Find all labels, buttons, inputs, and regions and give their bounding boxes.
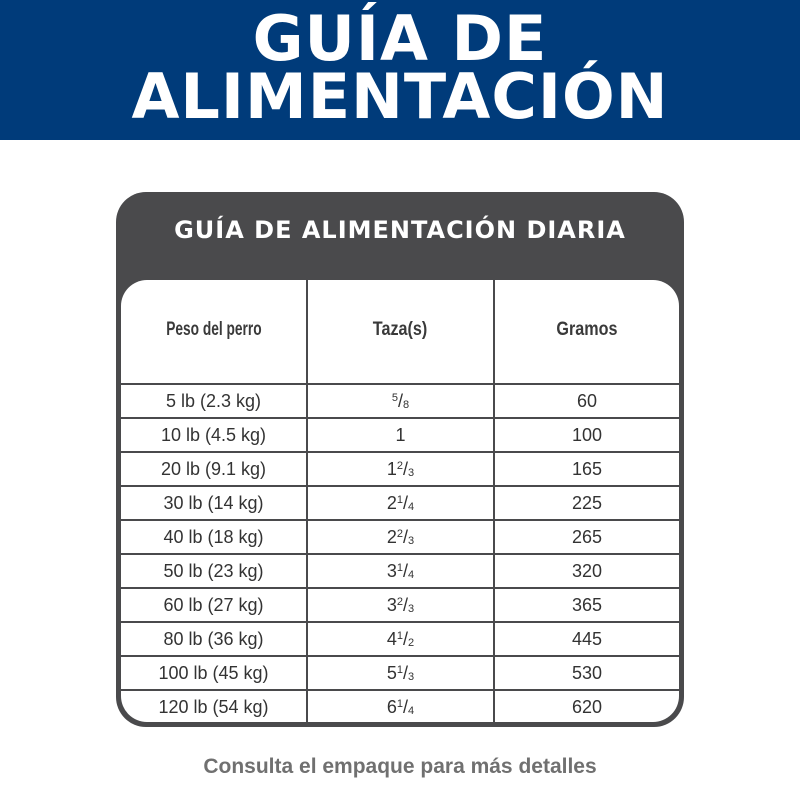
footer-note: Consulta el empaque para más detalles [203, 755, 597, 778]
cups-cell: 51/3 [306, 657, 493, 689]
cups-value: 51/3 [386, 662, 415, 683]
grams-cell: 225 [493, 487, 679, 519]
cups-whole: 3 [386, 560, 397, 581]
title-line-1: GUÍA DE [252, 2, 548, 75]
feeding-table: Peso del perro Taza(s) Gramos 5 lb (2.3 … [121, 280, 679, 722]
cups-value: 41/2 [386, 628, 415, 649]
table-row: 5 lb (2.3 kg) 5/8 60 [121, 383, 679, 417]
page-title: GUÍA DE ALIMENTACIÓN [0, 2, 800, 133]
cups-value: 5/8 [391, 390, 410, 411]
cups-whole: 3 [386, 594, 397, 615]
cups-numerator: 2 [396, 527, 403, 540]
cups-denominator: 4 [408, 568, 415, 581]
table-row: 80 lb (36 kg) 41/2 445 [121, 621, 679, 655]
cups-value: 31/4 [386, 560, 415, 581]
cups-whole: 5 [386, 662, 397, 683]
grams-cell: 165 [493, 453, 679, 485]
table-row: 100 lb (45 kg) 51/3 530 [121, 655, 679, 689]
cups-denominator: 4 [408, 500, 415, 513]
grams-cell: 365 [493, 589, 679, 621]
cups-denominator: 4 [408, 704, 415, 717]
header-label: Gramos [556, 318, 618, 340]
cups-denominator: 8 [403, 398, 410, 411]
cups-denominator: 3 [408, 466, 415, 479]
title-line-2: ALIMENTACIÓN [131, 60, 669, 133]
cups-cell: 61/4 [306, 691, 493, 722]
cups-cell: 22/3 [306, 521, 493, 553]
table-row: 120 lb (54 kg) 61/4 620 [121, 689, 679, 722]
header-label: Peso del perro [165, 318, 262, 340]
weight-cell: 20 lb (9.1 kg) [160, 458, 267, 479]
table-row: 10 lb (4.5 kg) 1 100 [121, 417, 679, 451]
cups-whole: 1 [395, 424, 406, 445]
weight-cell: 50 lb (23 kg) [163, 560, 264, 581]
cups-value: 32/3 [386, 594, 415, 615]
header-weight: Peso del perro [135, 280, 292, 383]
weight-cell: 120 lb (54 kg) [158, 696, 269, 717]
cups-whole: 4 [386, 628, 397, 649]
cups-denominator: 3 [408, 534, 415, 547]
table-row: 40 lb (18 kg) 22/3 265 [121, 519, 679, 553]
cups-cell: 32/3 [306, 589, 493, 621]
cups-numerator: 1 [396, 697, 403, 710]
cups-cell: 31/4 [306, 555, 493, 587]
table-row: 60 lb (27 kg) 32/3 365 [121, 587, 679, 621]
weight-cell: 60 lb (27 kg) [163, 594, 264, 615]
cups-denominator: 3 [408, 602, 415, 615]
cups-numerator: 2 [396, 595, 403, 608]
header-banner: GUÍA DE ALIMENTACIÓN [0, 0, 800, 140]
grams-cell: 530 [493, 657, 679, 689]
cups-denominator: 2 [408, 636, 415, 649]
table-row: 20 lb (9.1 kg) 12/3 165 [121, 451, 679, 485]
header-grams: Gramos [493, 280, 679, 383]
header-label: Taza(s) [373, 318, 428, 340]
cups-numerator: 1 [396, 493, 403, 506]
weight-cell: 10 lb (4.5 kg) [160, 424, 267, 445]
cups-denominator: 3 [408, 670, 415, 683]
cups-cell: 12/3 [306, 453, 493, 485]
feeding-guide-card: GUÍA DE ALIMENTACIÓN DIARIA Peso del per… [116, 192, 684, 727]
grams-cell: 100 [493, 419, 679, 451]
grams-cell: 620 [493, 691, 679, 722]
grams-cell: 320 [493, 555, 679, 587]
cups-cell: 1 [306, 419, 493, 451]
cups-whole: 1 [386, 458, 397, 479]
grams-cell: 60 [493, 385, 679, 417]
weight-cell: 40 lb (18 kg) [163, 526, 264, 547]
cups-numerator: 2 [396, 459, 403, 472]
weight-cell: 5 lb (2.3 kg) [165, 390, 262, 411]
cups-numerator: 1 [396, 629, 403, 642]
cups-whole: 2 [386, 492, 397, 513]
cups-value: 21/4 [386, 492, 415, 513]
weight-cell: 80 lb (36 kg) [163, 628, 264, 649]
grams-cell: 265 [493, 521, 679, 553]
grams-cell: 445 [493, 623, 679, 655]
cups-numerator: 1 [396, 561, 403, 574]
table-row: 50 lb (23 kg) 31/4 320 [121, 553, 679, 587]
weight-cell: 100 lb (45 kg) [158, 662, 269, 683]
cups-whole: 6 [386, 696, 397, 717]
cups-cell: 21/4 [306, 487, 493, 519]
cups-value: 12/3 [386, 458, 415, 479]
cups-cell: 41/2 [306, 623, 493, 655]
header-cups: Taza(s) [306, 280, 493, 383]
table-header-row: Peso del perro Taza(s) Gramos [121, 280, 679, 383]
cups-numerator: 1 [396, 663, 403, 676]
cups-numerator: 5 [391, 391, 398, 404]
cups-cell: 5/8 [306, 385, 493, 417]
weight-cell: 30 lb (14 kg) [163, 492, 264, 513]
cups-value: 1 [395, 425, 405, 446]
cups-value: 22/3 [386, 526, 415, 547]
cups-value: 61/4 [386, 696, 415, 717]
cups-whole: 2 [386, 526, 397, 547]
table-row: 30 lb (14 kg) 21/4 225 [121, 485, 679, 519]
table-title: GUÍA DE ALIMENTACIÓN DIARIA [174, 216, 626, 244]
